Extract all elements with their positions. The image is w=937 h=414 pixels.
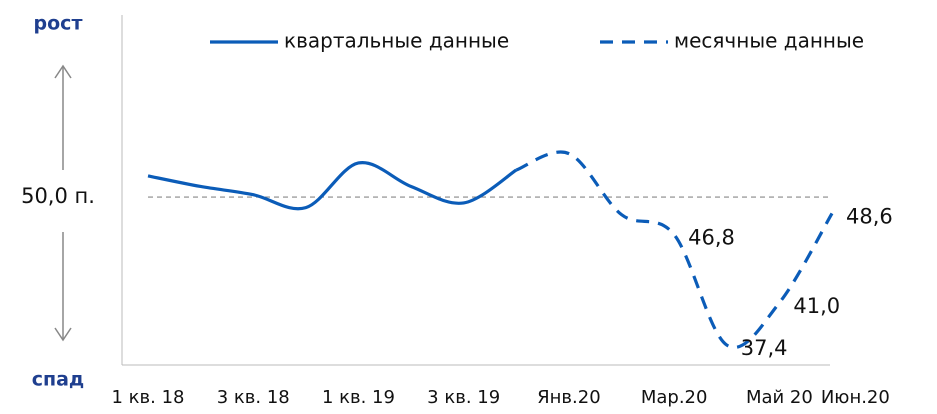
x-tick-label: 1 кв. 18	[111, 387, 184, 408]
x-tick-label: 3 кв. 18	[217, 387, 290, 408]
x-tick-label: Мар.20	[641, 387, 708, 408]
decline-arrow	[54, 232, 72, 342]
series-line	[515, 150, 834, 349]
data-label: 48,6	[846, 204, 893, 228]
data-label: 41,0	[793, 294, 840, 318]
growth-arrow	[54, 64, 72, 170]
x-tick-label: Июн.20	[821, 387, 890, 408]
data-label: 37,4	[741, 336, 788, 360]
x-tick-label: Май 20	[746, 387, 813, 408]
legend-label: месячные данные	[674, 29, 864, 53]
legend-label: квартальные данные	[284, 29, 509, 53]
top-label: рост	[34, 13, 83, 35]
x-tick-label: 3 кв. 19	[427, 387, 500, 408]
data-label: 46,8	[688, 226, 735, 250]
reference-label: 50,0 п.	[21, 184, 95, 208]
x-tick-label: Янв.20	[537, 387, 601, 408]
bottom-label: спад	[32, 369, 85, 391]
series-line	[147, 161, 518, 211]
x-tick-label: 1 кв. 19	[322, 387, 395, 408]
